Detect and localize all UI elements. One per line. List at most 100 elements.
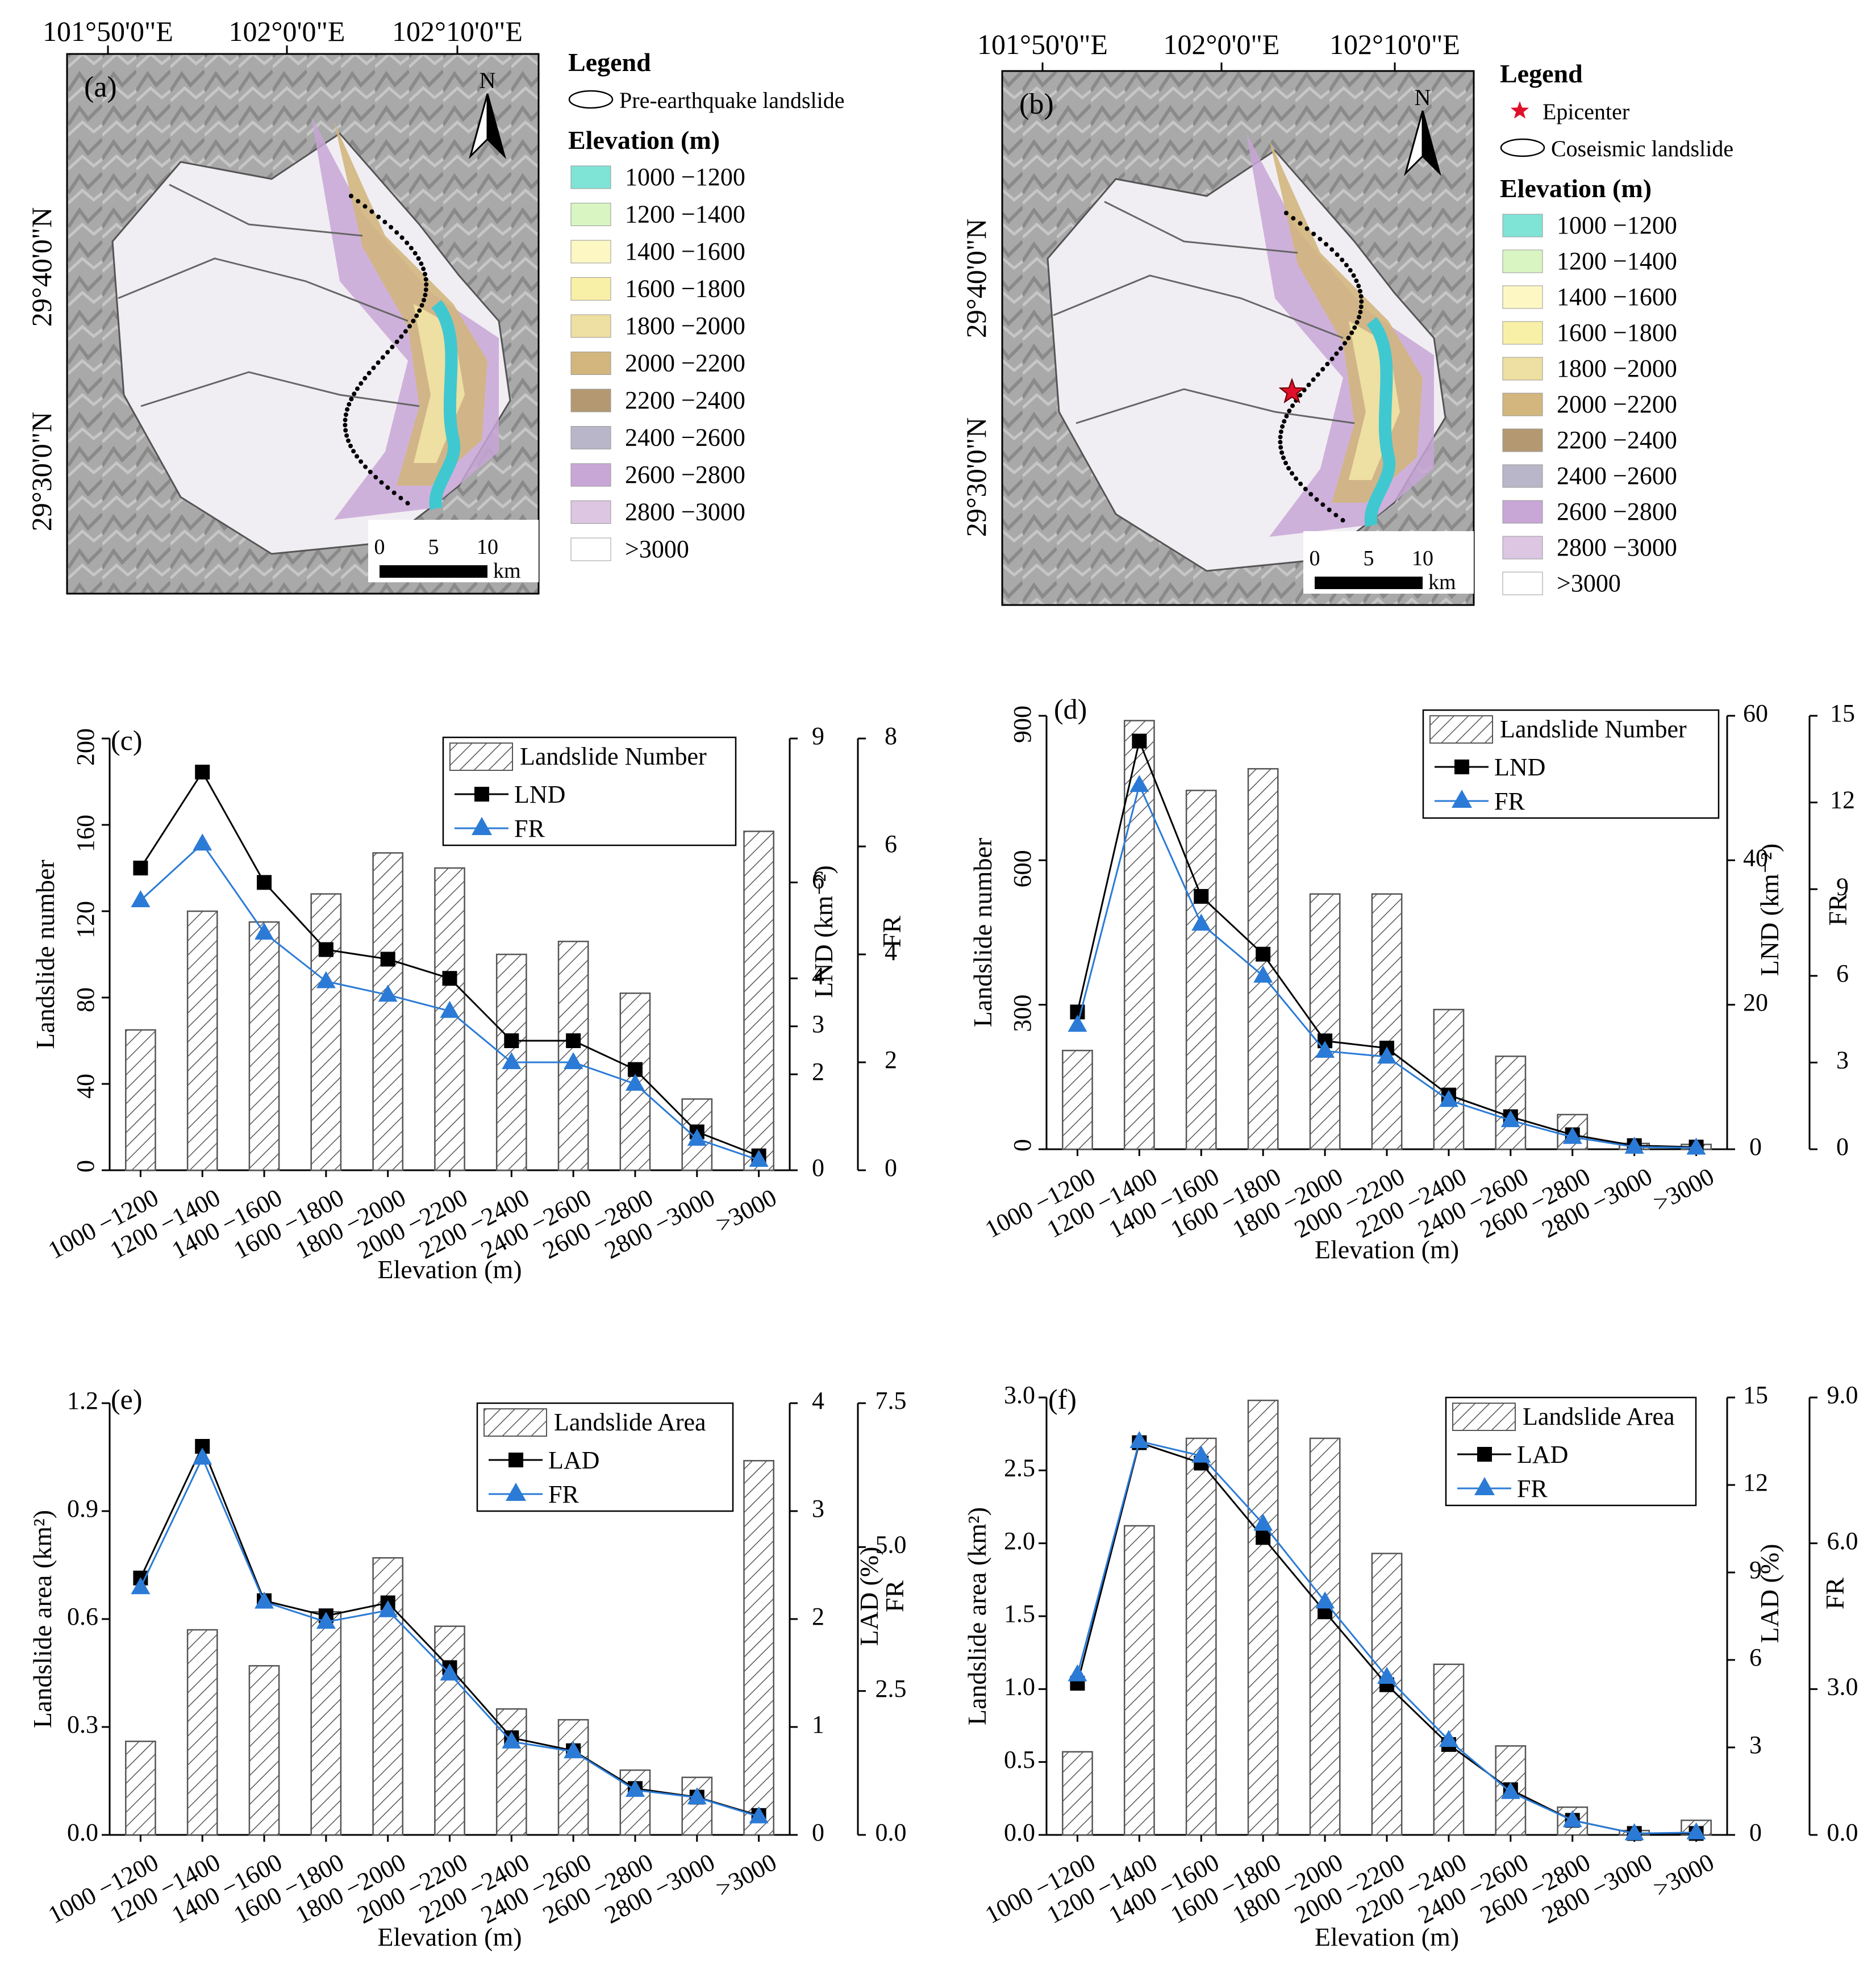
legend-bar-swatch <box>1452 1403 1516 1431</box>
bar <box>1371 893 1403 1150</box>
x-tick-label: >3000 <box>1649 1848 1719 1903</box>
landslide-dot <box>424 282 429 287</box>
landslide-dot <box>351 449 356 454</box>
landslide-dot <box>1314 497 1319 502</box>
longitude-label: 102°0'0"E <box>1164 28 1280 60</box>
landslide-dot <box>1290 403 1295 408</box>
density-point <box>442 971 457 986</box>
scale-unit: km <box>1428 570 1456 594</box>
elevation-class-label: 1600 −1800 <box>625 275 745 303</box>
elevation-swatch <box>1502 536 1543 560</box>
elevation-swatch <box>1502 500 1543 524</box>
fr-tick-label: 2 <box>885 1046 897 1074</box>
fr-tick-label: 15 <box>1830 699 1855 727</box>
landslide-dot <box>1335 252 1340 257</box>
bar <box>743 831 774 1171</box>
fr-point <box>378 984 398 1002</box>
landslide-dot <box>1290 471 1295 476</box>
right-tick-label: 15 <box>1743 1381 1768 1409</box>
left-tick-label: 0.3 <box>67 1710 98 1738</box>
fr-point <box>1315 1591 1335 1609</box>
right-tick-label: 2 <box>812 1058 824 1086</box>
fr-tick-label: 4 <box>885 938 897 966</box>
bar <box>186 910 218 1171</box>
fr-point <box>625 1779 645 1797</box>
fr-point <box>502 1731 522 1749</box>
landslide-dot <box>1298 221 1303 226</box>
left-tick-label: 1.5 <box>1004 1600 1035 1628</box>
left-tick-label: 0.0 <box>1004 1818 1035 1846</box>
fr-point <box>1315 1041 1335 1058</box>
bar <box>125 1741 156 1836</box>
fr-point <box>316 1612 336 1629</box>
landslide-dot <box>1344 262 1349 268</box>
elevation-swatch <box>570 240 611 264</box>
landslide-dot <box>423 272 427 277</box>
density-point <box>566 1033 581 1048</box>
left-axis-label: Landslide area (km²) <box>962 1507 991 1725</box>
elevation-class-label: 1200 −1400 <box>625 201 745 228</box>
fr-axis-label: FR <box>1823 894 1852 926</box>
elevation-class-label: 2200 −2400 <box>625 386 745 414</box>
landslide-outline-icon <box>1500 138 1545 157</box>
legend-epicenter-label: Epicenter <box>1543 99 1629 124</box>
elevation-swatch <box>1502 249 1543 273</box>
fr-point <box>378 1600 398 1617</box>
scale-number: 10 <box>477 535 498 559</box>
right-tick-label: 6 <box>812 866 824 894</box>
density-point <box>195 765 210 780</box>
landslide-dot <box>1318 236 1323 241</box>
elevation-swatch <box>570 203 611 226</box>
fr-point <box>1624 1136 1644 1154</box>
bar <box>186 1629 218 1836</box>
right-tick-label: 9 <box>1749 1556 1762 1584</box>
bar <box>743 1460 774 1836</box>
fr-point <box>1500 1782 1520 1799</box>
density-point <box>1256 946 1271 962</box>
river <box>1364 316 1396 527</box>
panel-label: (e) <box>111 1383 143 1415</box>
right-tick-label: 2 <box>812 1603 824 1630</box>
landslide-dot <box>411 319 416 323</box>
elevation-swatch <box>1502 321 1543 345</box>
fr-point <box>131 890 151 907</box>
landslide-dot <box>408 245 414 251</box>
fr-point <box>440 1663 460 1681</box>
legend-label: Landslide Area <box>554 1408 706 1436</box>
panel-label: (b) <box>1019 88 1054 120</box>
landslide-dot <box>1280 424 1285 429</box>
elevation-class-label: 1800 −2000 <box>625 312 745 340</box>
bar <box>248 921 280 1171</box>
legend-label: Landslide Number <box>520 742 707 770</box>
legend-label: LAD <box>1517 1441 1568 1468</box>
fr-point <box>1624 1823 1644 1841</box>
landslide-dot <box>1284 414 1289 419</box>
landslide-dot <box>412 251 418 256</box>
fr-point <box>1129 775 1149 792</box>
longitude-label: 102°10'0"E <box>392 15 523 47</box>
sub-basin-boundary <box>169 183 363 237</box>
elevation-legend-title: Elevation (m) <box>1500 174 1652 203</box>
bar <box>1123 1525 1155 1836</box>
fr-point <box>625 1074 645 1091</box>
landslide-dot <box>1333 512 1339 518</box>
landslide-dot <box>1348 268 1353 273</box>
right-tick-label: 0 <box>1749 1818 1762 1846</box>
landslide-dot <box>344 433 349 438</box>
left-tick-label: 120 <box>72 901 99 938</box>
landslide-dot <box>1346 336 1351 340</box>
landslide-dot <box>1340 518 1345 523</box>
legend-label: FR <box>1494 787 1525 815</box>
landslide-dot <box>385 485 390 490</box>
longitude-label: 102°10'0"E <box>1329 28 1460 60</box>
latitude-label: 29°30'0"N <box>26 412 57 532</box>
landslide-dot <box>1303 486 1308 491</box>
landslide-dot <box>1315 372 1320 377</box>
landslide-dot <box>419 303 424 308</box>
fr-tick-label: 6.0 <box>1827 1527 1858 1555</box>
scale-number: 0 <box>374 535 385 559</box>
x-axis-label: Elevation (m) <box>377 1255 522 1284</box>
landslide-dot <box>423 293 428 298</box>
elevation-swatch <box>570 463 611 487</box>
